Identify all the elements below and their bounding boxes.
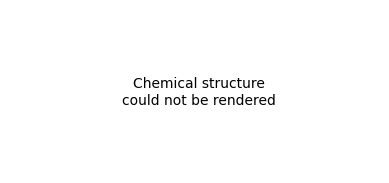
- Text: Chemical structure
could not be rendered: Chemical structure could not be rendered: [123, 77, 276, 108]
